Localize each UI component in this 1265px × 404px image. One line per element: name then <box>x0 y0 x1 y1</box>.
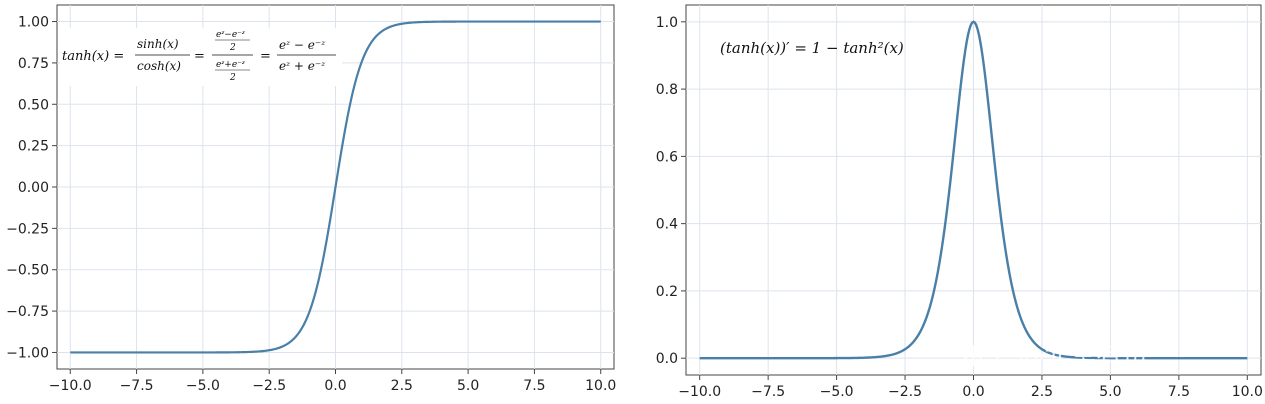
x-tick-label: −7.5 <box>120 378 154 394</box>
formula-frac1-num: sinh(x) <box>137 37 179 51</box>
y-tick-label: −0.25 <box>6 221 49 237</box>
derivative-curve <box>699 20 1248 360</box>
formula-eq1: = <box>194 49 205 64</box>
y-tick-label: 0.0 <box>656 351 678 367</box>
y-tick-label: 1.0 <box>656 15 678 31</box>
formula-frac2-dn: eᶻ+e⁻ᶻ <box>216 60 246 70</box>
x-tick-label: −5.0 <box>186 378 220 394</box>
x-tick-label: −10.0 <box>678 384 721 400</box>
formula-frac2-nn: eᶻ−e⁻ᶻ <box>216 30 246 40</box>
x-tick-label: −10.0 <box>49 378 92 394</box>
tanh-formula: tanh(x) = sinh(x) cosh(x) = eᶻ−e⁻ᶻ 2 eᶻ+… <box>60 28 342 86</box>
derivative-formula: (tanh(x))′ = 1 − tanh²(x) <box>720 39 904 57</box>
y-tick-label: 0.00 <box>18 180 49 196</box>
x-tick-label: −5.0 <box>820 384 854 400</box>
formula-background <box>60 28 342 86</box>
tanh-chart: −10.0 −7.5 −5.0 −2.5 0.0 2.5 5.0 7.5 10.0 −1.00 −0… <box>6 4 616 394</box>
y-tick-label: 0.50 <box>18 97 49 113</box>
x-tick-label: −2.5 <box>888 384 922 400</box>
x-tick-label: 10.0 <box>1232 384 1263 400</box>
tanh-curve <box>70 20 601 354</box>
y-tick-label: −0.50 <box>6 263 49 279</box>
derivative-ticks: −10.0 −7.5 −5.0 −2.5 0.0 2.5 5.0 7.5 10.0 0.0 0.2 0… <box>656 15 1263 400</box>
y-tick-label: 1.00 <box>18 15 49 31</box>
formula-frac2-dd: 2 <box>229 73 236 83</box>
x-tick-label: 0.0 <box>962 384 984 400</box>
x-tick-label: 5.0 <box>457 378 479 394</box>
x-tick-label: 7.5 <box>523 378 545 394</box>
x-tick-label: −7.5 <box>751 384 785 400</box>
y-tick-label: −0.75 <box>6 304 49 320</box>
x-tick-label: 0.0 <box>324 378 346 394</box>
y-tick-label: 0.8 <box>656 82 678 98</box>
x-tick-label: 2.5 <box>391 378 413 394</box>
y-tick-label: 0.4 <box>656 217 678 233</box>
y-tick-label: 0.25 <box>18 139 49 155</box>
x-tick-label: 5.0 <box>1099 384 1121 400</box>
y-tick-label: 0.2 <box>656 284 678 300</box>
formula-frac1-den: cosh(x) <box>137 59 181 73</box>
tanh-ticks: −10.0 −7.5 −5.0 −2.5 0.0 2.5 5.0 7.5 10.0 −1.00 −0… <box>6 15 616 394</box>
formula-frac3-den: eᶻ + e⁻ᶻ <box>279 59 326 73</box>
x-tick-label: 2.5 <box>1031 384 1053 400</box>
y-tick-label: −1.00 <box>6 345 49 361</box>
tanh-derivative-chart: −10.0 −7.5 −5.0 −2.5 0.0 2.5 5.0 7.5 10.0 0.0 0.2 0… <box>656 4 1263 400</box>
x-tick-label: 7.5 <box>1168 384 1190 400</box>
watermark: 知乎 @北冥有鱼 <box>958 342 1148 372</box>
formula-eq2: = <box>260 49 271 64</box>
formula-frac3-num: eᶻ − e⁻ᶻ <box>279 38 326 52</box>
y-tick-label: 0.6 <box>656 149 678 165</box>
formula-lhs: tanh(x) = <box>62 49 124 64</box>
x-tick-label: −2.5 <box>252 378 286 394</box>
formula-frac2-nd: 2 <box>229 43 236 53</box>
y-tick-label: 0.75 <box>18 56 49 72</box>
x-tick-label: 10.0 <box>585 378 616 394</box>
